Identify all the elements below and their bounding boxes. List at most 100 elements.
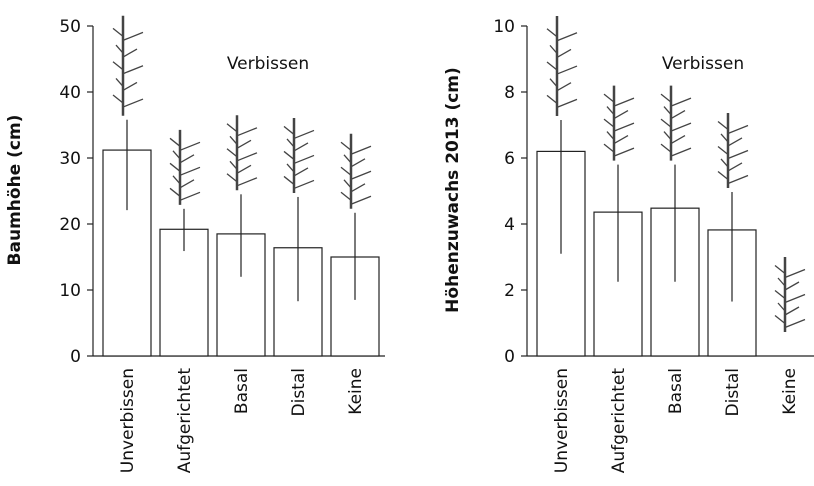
tree-branch bbox=[718, 171, 728, 179]
tree-branch bbox=[180, 180, 194, 188]
y-axis-label: Baumhöhe (cm) bbox=[5, 115, 25, 266]
y-tick-label: 8 bbox=[504, 83, 515, 103]
tree-illustration bbox=[113, 16, 143, 116]
tree-branch bbox=[604, 144, 614, 152]
tree-branch bbox=[614, 98, 634, 106]
tree-branch bbox=[785, 307, 799, 315]
tree-branch bbox=[294, 168, 308, 176]
x-tick-label: Unverbissen bbox=[118, 368, 138, 473]
tree-branch bbox=[227, 149, 237, 157]
tree-branch bbox=[728, 125, 748, 133]
tree-branch bbox=[123, 99, 143, 107]
tree-branch bbox=[341, 192, 351, 200]
tree-branch bbox=[785, 320, 805, 328]
x-tick-label: Aufgerichtet bbox=[175, 368, 195, 474]
tree-branch bbox=[671, 98, 691, 106]
tree-branch bbox=[785, 270, 805, 278]
tree-branch bbox=[728, 138, 742, 146]
y-tick-label: 10 bbox=[493, 17, 515, 37]
x-tick-label: Unverbissen bbox=[552, 368, 572, 473]
tree-branch bbox=[614, 111, 628, 119]
tree-branch bbox=[547, 29, 557, 37]
tree-branch bbox=[237, 128, 257, 136]
tree-branch bbox=[671, 148, 691, 156]
tree-branch bbox=[351, 159, 365, 167]
tree-branch bbox=[237, 140, 251, 148]
tree-branch bbox=[728, 175, 748, 183]
tree-branch bbox=[351, 184, 365, 192]
y-axis-label: Höhenzuwachs 2013 (cm) bbox=[443, 67, 463, 313]
tree-branch bbox=[113, 95, 123, 103]
tree-illustration bbox=[604, 86, 634, 161]
y-tick-label: 50 bbox=[59, 17, 81, 37]
tree-branch bbox=[718, 121, 728, 129]
y-tick-label: 20 bbox=[59, 215, 81, 235]
tree-branch bbox=[661, 144, 671, 152]
tree-branch bbox=[547, 95, 557, 103]
tree-illustration bbox=[661, 86, 691, 161]
tree-branch bbox=[227, 174, 237, 182]
tree-branch bbox=[180, 192, 200, 200]
x-tick-label: Keine bbox=[780, 368, 800, 415]
tree-branch bbox=[604, 119, 614, 127]
tree-branch bbox=[557, 83, 571, 91]
tree-branch bbox=[180, 155, 194, 163]
tree-branch bbox=[775, 291, 785, 299]
tree-branch bbox=[170, 163, 180, 171]
y-tick-label: 2 bbox=[504, 281, 515, 301]
tree-branch bbox=[661, 119, 671, 127]
tree-branch bbox=[785, 295, 805, 303]
tree-branch bbox=[113, 62, 123, 70]
tree-branch bbox=[351, 171, 371, 179]
x-tick-label: Basal bbox=[666, 368, 686, 414]
annotation: Verbissen bbox=[227, 54, 309, 74]
x-tick-label: Aufgerichtet bbox=[609, 368, 629, 474]
y-tick-label: 30 bbox=[59, 149, 81, 169]
tree-branch bbox=[237, 165, 251, 173]
tree-branch bbox=[180, 142, 200, 150]
tree-illustration bbox=[341, 134, 371, 209]
y-tick-label: 4 bbox=[504, 215, 515, 235]
tree-illustration bbox=[170, 130, 200, 205]
tree-branch bbox=[123, 82, 137, 90]
tree-branch bbox=[180, 167, 200, 175]
tree-branch bbox=[351, 146, 371, 154]
tree-branch bbox=[547, 62, 557, 70]
tree-branch bbox=[170, 138, 180, 146]
x-tick-label: Distal bbox=[289, 368, 309, 416]
tree-branch bbox=[728, 150, 748, 158]
tree-branch bbox=[113, 28, 123, 36]
tree-branch bbox=[170, 188, 180, 196]
tree-branch bbox=[351, 196, 371, 204]
tree-branch bbox=[294, 130, 314, 138]
tree-illustration bbox=[718, 113, 748, 188]
tree-branch bbox=[775, 316, 785, 324]
tree-illustration bbox=[775, 257, 805, 332]
tree-branch bbox=[671, 136, 685, 144]
tree-illustration bbox=[284, 118, 314, 193]
y-tick-label: 0 bbox=[504, 347, 515, 367]
y-tick-label: 6 bbox=[504, 149, 515, 169]
x-tick-label: Keine bbox=[346, 368, 366, 415]
tree-branch bbox=[557, 66, 577, 74]
tree-branch bbox=[123, 49, 137, 57]
x-tick-label: Basal bbox=[232, 368, 252, 414]
y-tick-label: 10 bbox=[59, 281, 81, 301]
tree-branch bbox=[614, 136, 628, 144]
tree-branch bbox=[294, 155, 314, 163]
tree-branch bbox=[728, 163, 742, 171]
tree-branch bbox=[557, 49, 571, 57]
tree-branch bbox=[237, 153, 257, 161]
tree-branch bbox=[557, 33, 577, 41]
tree-branch bbox=[294, 143, 308, 151]
tree-branch bbox=[294, 180, 314, 188]
tree-branch bbox=[671, 123, 691, 131]
tree-branch bbox=[123, 32, 143, 40]
tree-branch bbox=[123, 66, 143, 74]
tree-branch bbox=[614, 123, 634, 131]
tree-branch bbox=[284, 126, 294, 134]
tree-branch bbox=[718, 146, 728, 154]
tree-branch bbox=[614, 148, 634, 156]
tree-branch bbox=[671, 111, 685, 119]
tree-branch bbox=[284, 176, 294, 184]
